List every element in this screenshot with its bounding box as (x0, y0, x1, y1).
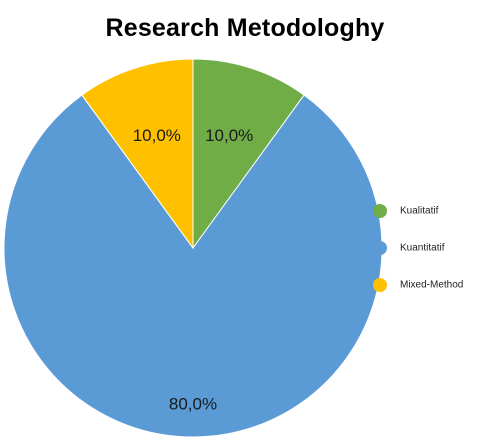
legend-marker-kuantitatif (373, 241, 387, 255)
pie-slice-kualitatif (192, 58, 305, 250)
legend-label-kualitatif: Kualitatif (400, 206, 439, 217)
pie-slice-mixed-method (81, 58, 194, 250)
legend: Kualitatif Kuantitatif Mixed-Method (373, 204, 463, 292)
pie-slices (3, 58, 383, 438)
legend-marker-mixed-method (373, 278, 387, 292)
legend-label-mixed-method: Mixed-Method (400, 280, 463, 291)
data-label-kuantitatif: 80,0% (169, 394, 217, 413)
legend-marker-kualitatif (373, 204, 387, 218)
data-label-mixed-method: 10,0% (133, 126, 181, 145)
legend-label-kuantitatif: Kuantitatif (400, 243, 445, 254)
data-label-kualitatif: 10,0% (205, 126, 253, 145)
pie-labels: 10,0% 80,0% 10,0% (133, 126, 254, 413)
chart-title: Research Metodologhy (105, 14, 385, 42)
